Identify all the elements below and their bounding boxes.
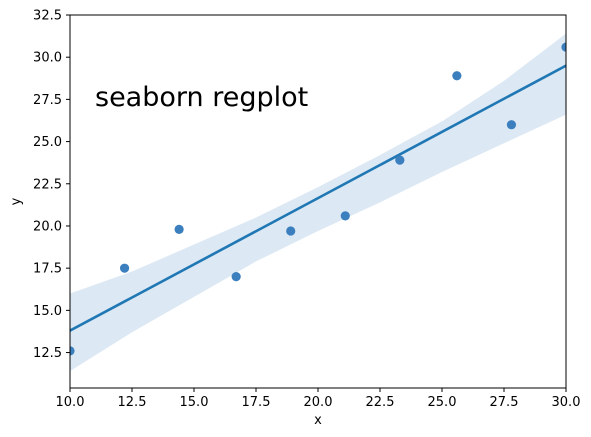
scatter-point	[395, 155, 405, 165]
y-tick-label: 32.5	[33, 9, 62, 24]
regression-line-layer	[70, 64, 566, 332]
y-tick-label: 15.0	[33, 304, 62, 319]
x-axis-ticks: 10.0 12.5 15.0 17.5 20.0 22.5 25.0 27.5 30.0	[56, 388, 581, 410]
confidence-band	[70, 33, 566, 372]
regression-line	[70, 64, 566, 332]
y-tick-label: 25.0	[33, 135, 62, 150]
confidence-band-layer	[70, 33, 566, 372]
scatter-point	[231, 272, 241, 282]
y-tick-label: 20.0	[33, 219, 62, 234]
y-axis-ticks: 12.5 15.0 17.5 20.0 22.5 25.0 27.5 30.0 32.5	[33, 9, 70, 361]
scatter-point	[340, 211, 350, 221]
x-axis-label: x	[314, 413, 322, 428]
scatter-point	[452, 71, 462, 81]
y-tick-label: 17.5	[33, 262, 62, 277]
plot-annotation: seaborn regplot	[95, 82, 308, 113]
x-tick-label: 22.5	[366, 395, 395, 410]
scatter-point	[506, 120, 517, 130]
x-tick-label: 27.5	[490, 395, 519, 410]
y-axis-label: y	[9, 197, 24, 205]
scatter-points-layer	[70, 42, 566, 356]
x-tick-label: 15.0	[180, 395, 209, 410]
scatter-point	[561, 42, 566, 52]
y-tick-label: 12.5	[33, 346, 62, 361]
x-tick-label: 10.0	[56, 395, 85, 410]
x-tick-label: 30.0	[552, 395, 581, 410]
y-tick-label: 22.5	[33, 177, 62, 192]
scatter-point	[174, 224, 184, 234]
y-tick-label: 27.5	[33, 93, 62, 108]
scatter-point	[70, 346, 75, 356]
y-tick-label: 30.0	[33, 51, 62, 66]
x-tick-label: 20.0	[304, 395, 333, 410]
x-tick-label: 17.5	[242, 395, 271, 410]
x-tick-label: 12.5	[118, 395, 147, 410]
scatter-point	[286, 226, 296, 236]
scatter-point	[119, 263, 130, 273]
x-tick-label: 25.0	[428, 395, 457, 410]
